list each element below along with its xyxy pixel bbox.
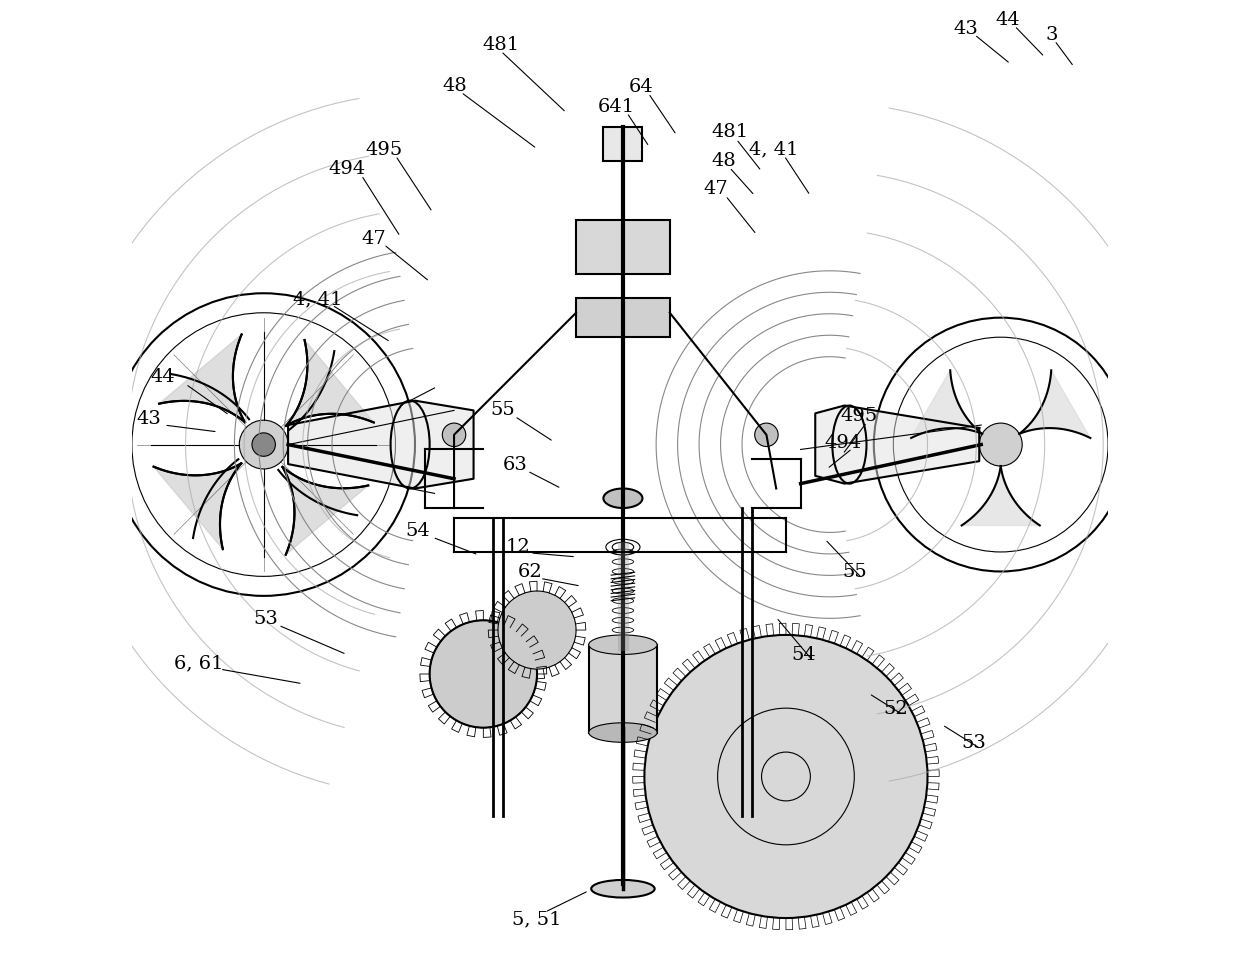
Text: 3: 3 xyxy=(1045,25,1058,44)
Text: 44: 44 xyxy=(151,368,176,386)
Text: 63: 63 xyxy=(503,456,528,473)
Text: 12: 12 xyxy=(506,538,531,556)
Ellipse shape xyxy=(589,723,657,742)
Polygon shape xyxy=(1019,371,1090,438)
Ellipse shape xyxy=(589,636,657,655)
Text: 64: 64 xyxy=(629,78,653,96)
Text: 54: 54 xyxy=(405,522,430,540)
Text: 494: 494 xyxy=(823,433,862,451)
Text: 44: 44 xyxy=(996,11,1021,29)
Text: 47: 47 xyxy=(362,230,387,247)
Polygon shape xyxy=(815,406,980,484)
Polygon shape xyxy=(159,335,244,422)
Text: 481: 481 xyxy=(712,123,749,141)
Circle shape xyxy=(755,423,779,447)
Text: 48: 48 xyxy=(443,77,467,95)
Polygon shape xyxy=(911,371,982,438)
Text: 495: 495 xyxy=(841,407,878,424)
Text: 48: 48 xyxy=(711,153,735,170)
Polygon shape xyxy=(288,401,474,489)
Text: 43: 43 xyxy=(954,20,978,38)
Text: 55: 55 xyxy=(842,563,867,581)
Text: 4, 41: 4, 41 xyxy=(293,289,342,308)
Ellipse shape xyxy=(604,489,642,509)
Text: 495: 495 xyxy=(365,141,402,158)
Text: 6, 61: 6, 61 xyxy=(174,653,223,672)
Text: 47: 47 xyxy=(703,180,728,198)
Text: 54: 54 xyxy=(791,645,816,664)
Text: 43: 43 xyxy=(136,410,161,427)
Polygon shape xyxy=(283,467,368,556)
Circle shape xyxy=(498,592,577,669)
Text: 4, 41: 4, 41 xyxy=(749,141,799,158)
FancyBboxPatch shape xyxy=(577,221,670,275)
Text: 52: 52 xyxy=(883,699,908,718)
Polygon shape xyxy=(154,464,242,550)
Circle shape xyxy=(645,636,928,918)
Text: 55: 55 xyxy=(491,401,516,419)
Text: 494: 494 xyxy=(329,160,366,178)
Text: 641: 641 xyxy=(598,98,635,115)
Text: 53: 53 xyxy=(961,734,986,751)
Circle shape xyxy=(429,621,537,728)
Text: 481: 481 xyxy=(482,36,520,54)
Circle shape xyxy=(239,421,288,469)
Circle shape xyxy=(980,423,1022,467)
Ellipse shape xyxy=(591,880,655,898)
Text: 53: 53 xyxy=(253,609,278,628)
FancyBboxPatch shape xyxy=(577,299,670,337)
Circle shape xyxy=(252,433,275,457)
FancyBboxPatch shape xyxy=(589,645,657,733)
Polygon shape xyxy=(286,340,373,426)
Text: 5, 51: 5, 51 xyxy=(512,910,562,927)
FancyBboxPatch shape xyxy=(604,128,642,162)
Polygon shape xyxy=(962,467,1040,526)
Text: 62: 62 xyxy=(518,563,543,581)
Circle shape xyxy=(443,423,466,447)
